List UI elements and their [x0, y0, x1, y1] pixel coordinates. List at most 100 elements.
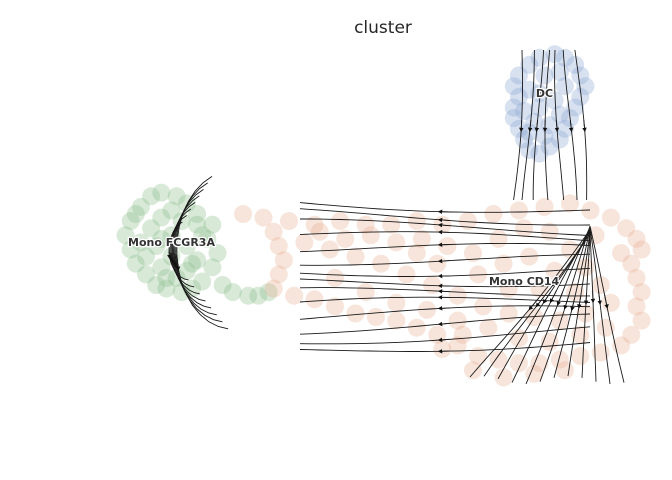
- data-point: [152, 258, 171, 277]
- data-point: [198, 229, 217, 248]
- data-point: [428, 254, 447, 273]
- data-point: [142, 187, 161, 206]
- data-point: [239, 286, 258, 305]
- streamline-arrow: [528, 297, 539, 311]
- data-point: [121, 212, 140, 231]
- data-point: [305, 290, 324, 309]
- data-point: [423, 276, 442, 294]
- streamline-arrow: [534, 119, 540, 133]
- data-point: [264, 222, 283, 241]
- streamline-arrow: [437, 258, 451, 264]
- data-point: [464, 244, 482, 263]
- data-point: [152, 208, 171, 227]
- data-point: [280, 212, 298, 231]
- data-point: [157, 268, 176, 287]
- data-point: [249, 286, 268, 305]
- data-point: [116, 226, 135, 245]
- data-point: [407, 212, 426, 231]
- data-point: [530, 354, 549, 373]
- data-point: [509, 354, 528, 373]
- data-point: [152, 183, 171, 202]
- data-point: [203, 215, 222, 234]
- data-point: [131, 233, 150, 252]
- data-point: [407, 244, 426, 263]
- data-point: [137, 265, 155, 284]
- streamline-arrow: [549, 290, 558, 304]
- cluster-mono-fcgr3a-points: [116, 183, 278, 305]
- streamline-arrow: [437, 306, 451, 311]
- data-point: [499, 304, 518, 323]
- data-point: [550, 350, 569, 369]
- streamline-arrow: [437, 337, 451, 343]
- data-point: [525, 112, 544, 131]
- streamline-arrow: [577, 296, 582, 309]
- streamline-arrow: [437, 217, 451, 223]
- data-point: [535, 126, 554, 145]
- data-point: [162, 201, 181, 220]
- data-point: [121, 240, 140, 259]
- data-point: [152, 229, 171, 248]
- data-point: [382, 215, 401, 234]
- data-point: [555, 361, 574, 380]
- data-point: [617, 219, 636, 238]
- data-point: [509, 66, 528, 85]
- data-point: [530, 84, 549, 103]
- cluster-mono-cd14-points: [234, 194, 651, 387]
- cluster-labels-layer: Mono FCGR3A Mono CD14 DC: [127, 86, 561, 290]
- data-point: [509, 119, 528, 138]
- data-point: [484, 205, 503, 223]
- streamline-arrow: [556, 291, 564, 306]
- data-point: [387, 311, 406, 330]
- data-point: [418, 300, 436, 319]
- data-point: [571, 347, 590, 366]
- data-point: [285, 286, 304, 305]
- streamline-arrow: [604, 294, 609, 309]
- data-point: [326, 297, 344, 316]
- data-point: [499, 279, 518, 298]
- data-point: [234, 205, 253, 223]
- data-point: [545, 91, 564, 110]
- data-point: [494, 368, 513, 387]
- data-point: [361, 226, 380, 245]
- data-point: [520, 141, 539, 160]
- data-point: [448, 336, 467, 355]
- data-point: [515, 102, 534, 120]
- data-point: [264, 279, 283, 298]
- streamline-arrow: [582, 119, 587, 133]
- data-point: [571, 66, 590, 85]
- streamline-arrow: [570, 298, 576, 312]
- data-point: [412, 229, 431, 248]
- velocity-streamlines: [167, 49, 625, 385]
- data-point: [566, 283, 585, 302]
- data-point: [453, 325, 472, 344]
- data-point: [530, 98, 549, 117]
- data-point: [627, 268, 646, 287]
- streamline-arrow: [174, 254, 180, 270]
- data-point: [591, 276, 610, 294]
- streamline-arrow: [175, 254, 181, 272]
- data-point: [509, 201, 528, 220]
- data-point: [627, 297, 646, 316]
- data-point: [346, 247, 365, 266]
- data-point: [223, 283, 242, 302]
- data-point: [596, 318, 615, 337]
- streamline-arrow: [554, 119, 560, 133]
- cluster-label-mono-cd14: Mono CD14: [489, 275, 560, 288]
- data-point: [438, 237, 457, 255]
- data-point: [632, 283, 651, 302]
- data-point: [126, 205, 145, 223]
- data-point: [627, 229, 646, 248]
- data-point: [494, 254, 513, 273]
- streamline-arrow: [542, 291, 551, 304]
- data-point: [177, 261, 196, 280]
- streamline-arrow: [535, 295, 545, 308]
- data-point: [555, 119, 574, 138]
- streamline-arrow: [437, 321, 451, 327]
- data-point: [622, 254, 641, 273]
- data-point: [213, 276, 232, 294]
- data-point: [612, 244, 631, 263]
- streamline-arrow: [563, 295, 570, 310]
- data-point: [489, 229, 508, 248]
- data-point: [566, 98, 585, 117]
